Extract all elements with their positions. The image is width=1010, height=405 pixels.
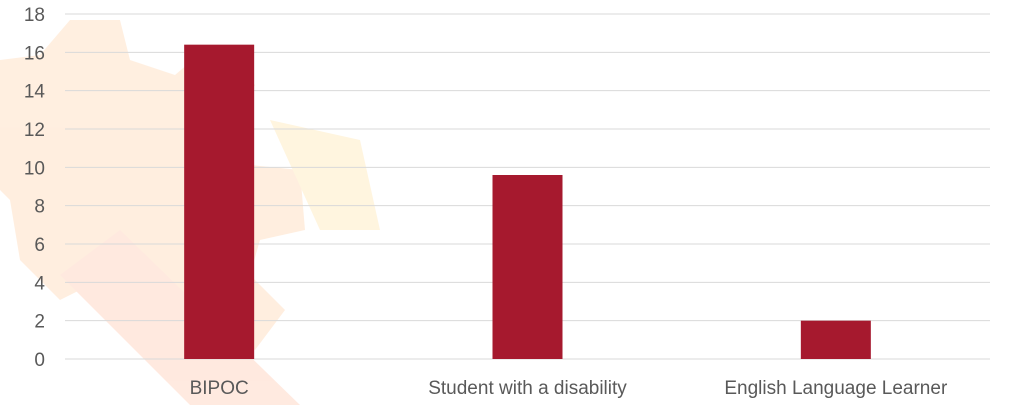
- y-tick-label: 14: [24, 82, 46, 103]
- y-tick-label: 4: [34, 273, 45, 294]
- bar: [184, 44, 255, 360]
- x-category-label: English Language Learner: [724, 378, 948, 399]
- bars: [184, 44, 871, 360]
- y-tick-label: 8: [34, 197, 45, 218]
- y-tick-label: 0: [34, 350, 45, 371]
- y-tick-label: 16: [24, 43, 45, 64]
- y-tick-label: 18: [24, 5, 45, 26]
- y-tick-label: 10: [24, 158, 45, 179]
- y-tick-label: 6: [34, 235, 45, 256]
- y-axis-ticks: 0 2 4 6 8 10 12 14 16 18: [24, 5, 46, 371]
- x-category-label: Student with a disability: [428, 378, 627, 399]
- y-tick-label: 12: [24, 120, 45, 141]
- x-axis-categories: BIPOC Student with a disability English La…: [190, 378, 948, 399]
- bar: [800, 320, 871, 359]
- bar: [492, 175, 563, 359]
- x-category-label: BIPOC: [190, 378, 249, 399]
- y-tick-label: 2: [34, 312, 45, 333]
